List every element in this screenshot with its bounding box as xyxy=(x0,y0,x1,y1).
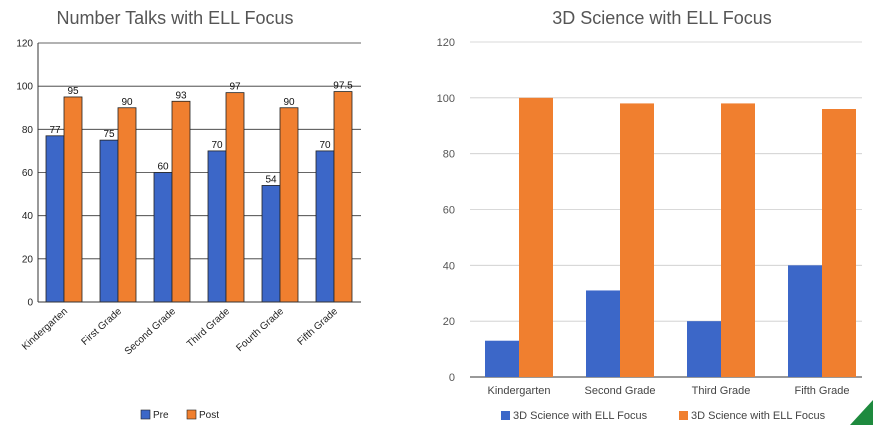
chart2-bar-series-2 xyxy=(519,97,553,377)
chart2-bar-series-2 xyxy=(721,103,755,378)
chart1-y-tick-label: 40 xyxy=(22,211,34,222)
chart1-bar-pre xyxy=(45,135,65,303)
legend1-pre-label: Pre xyxy=(153,410,169,421)
chart-number-talks: Number Talks with ELL Focus 0 20 40 60 80 100… xyxy=(16,8,361,421)
chart2-bar-series-2 xyxy=(620,103,654,378)
chart2-bar-series-1 xyxy=(586,290,620,377)
chart1-y-ticks: 0 20 40 60 80 100 120 xyxy=(16,39,33,309)
chart1-category-label: Fourth Grade xyxy=(234,306,286,354)
legend2-series2-swatch xyxy=(679,411,688,420)
chart1-data-label: 93 xyxy=(175,90,187,101)
chart1-category-label: Fifth Grade xyxy=(295,306,340,348)
chart1-data-label: 70 xyxy=(211,140,223,151)
chart2-legend: 3D Science with ELL Focus 3D Science wit… xyxy=(501,410,826,422)
chart2-category-labels: Kindergarten Second Grade Third Grade Fifth… xyxy=(488,385,850,397)
chart1-y-tick-label: 60 xyxy=(22,168,34,179)
chart1-legend: Pre Post xyxy=(140,409,219,421)
chart2-bar-series-1 xyxy=(687,321,721,377)
chart1-bar-pre xyxy=(153,172,173,303)
chart2-title: 3D Science with ELL Focus xyxy=(552,8,771,28)
chart2-bar-series-1 xyxy=(788,265,822,377)
chart1-y-tick-label: 100 xyxy=(16,82,33,93)
chart1-bar-pre xyxy=(99,139,119,303)
legend2-series1-label: 3D Science with ELL Focus xyxy=(513,410,648,422)
chart1-y-tick-label: 20 xyxy=(22,254,34,265)
chart1-data-label: 90 xyxy=(283,97,295,108)
chart1-data-label: 60 xyxy=(157,162,169,173)
legend1-post-swatch xyxy=(186,409,197,420)
chart1-bar-pre xyxy=(315,150,335,303)
chart1-bar-post xyxy=(63,96,83,303)
chart2-bar-series-2 xyxy=(822,109,856,377)
chart1-bars xyxy=(45,91,353,303)
chart2-y-tick-label: 80 xyxy=(443,149,455,161)
chart2-category-label: Third Grade xyxy=(692,385,751,397)
chart1-data-label: 95 xyxy=(67,86,79,97)
chart1-gridlines xyxy=(38,42,361,260)
chart1-category-label: Third Grade xyxy=(185,306,232,350)
chart1-data-label: 75 xyxy=(103,129,115,140)
chart2-y-tick-label: 40 xyxy=(443,260,455,272)
chart1-category-label: Kindergarten xyxy=(20,306,70,352)
chart2-y-tick-label: 0 xyxy=(449,372,455,384)
chart1-data-label: 97 xyxy=(229,82,241,93)
chart2-y-tick-label: 100 xyxy=(437,93,455,105)
chart1-data-labels: 77 95 75 90 60 93 70 97 54 90 70 97.5 xyxy=(49,81,353,186)
chart2-y-tick-label: 20 xyxy=(443,316,455,328)
chart1-bar-post xyxy=(225,92,245,303)
chart1-title: Number Talks with ELL Focus xyxy=(56,8,293,28)
chart-3d-science: 3D Science with ELL Focus 0 20 40 60 80 100 12… xyxy=(437,8,873,425)
chart1-bar-pre xyxy=(261,185,281,303)
chart1-y-tick-label: 80 xyxy=(22,125,34,136)
chart2-category-label: Second Grade xyxy=(585,385,656,397)
chart1-bar-pre xyxy=(207,150,227,303)
chart2-y-tick-label: 60 xyxy=(443,205,455,217)
chart1-category-label: First Grade xyxy=(79,306,124,348)
legend1-post-label: Post xyxy=(199,410,219,421)
corner-decoration xyxy=(850,400,873,425)
chart2-y-tick-label: 120 xyxy=(437,37,455,49)
chart2-bars xyxy=(485,97,856,378)
legend1-pre-swatch xyxy=(140,409,151,420)
chart1-bar-post xyxy=(279,107,299,303)
chart1-y-tick-label: 120 xyxy=(16,39,33,50)
chart1-data-label: 77 xyxy=(49,125,61,136)
chart2-category-label: Fifth Grade xyxy=(794,385,849,397)
chart1-data-label: 90 xyxy=(121,97,133,108)
legend2-series2-label: 3D Science with ELL Focus xyxy=(691,410,826,422)
chart2-y-ticks: 0 20 40 60 80 100 120 xyxy=(437,37,455,384)
chart1-category-label: Second Grade xyxy=(123,306,179,358)
legend2-series1-swatch xyxy=(501,411,510,420)
chart1-bar-post xyxy=(333,91,353,303)
chart1-data-label: 70 xyxy=(319,140,331,151)
chart1-data-label: 97.5 xyxy=(333,81,353,92)
chart1-data-label: 54 xyxy=(265,174,277,185)
chart2-bar-series-1 xyxy=(485,340,519,377)
chart1-bar-post xyxy=(171,100,191,303)
chart1-y-tick-label: 0 xyxy=(27,298,33,309)
chart2-category-label: Kindergarten xyxy=(488,385,551,397)
chart1-bar-post xyxy=(117,107,137,303)
